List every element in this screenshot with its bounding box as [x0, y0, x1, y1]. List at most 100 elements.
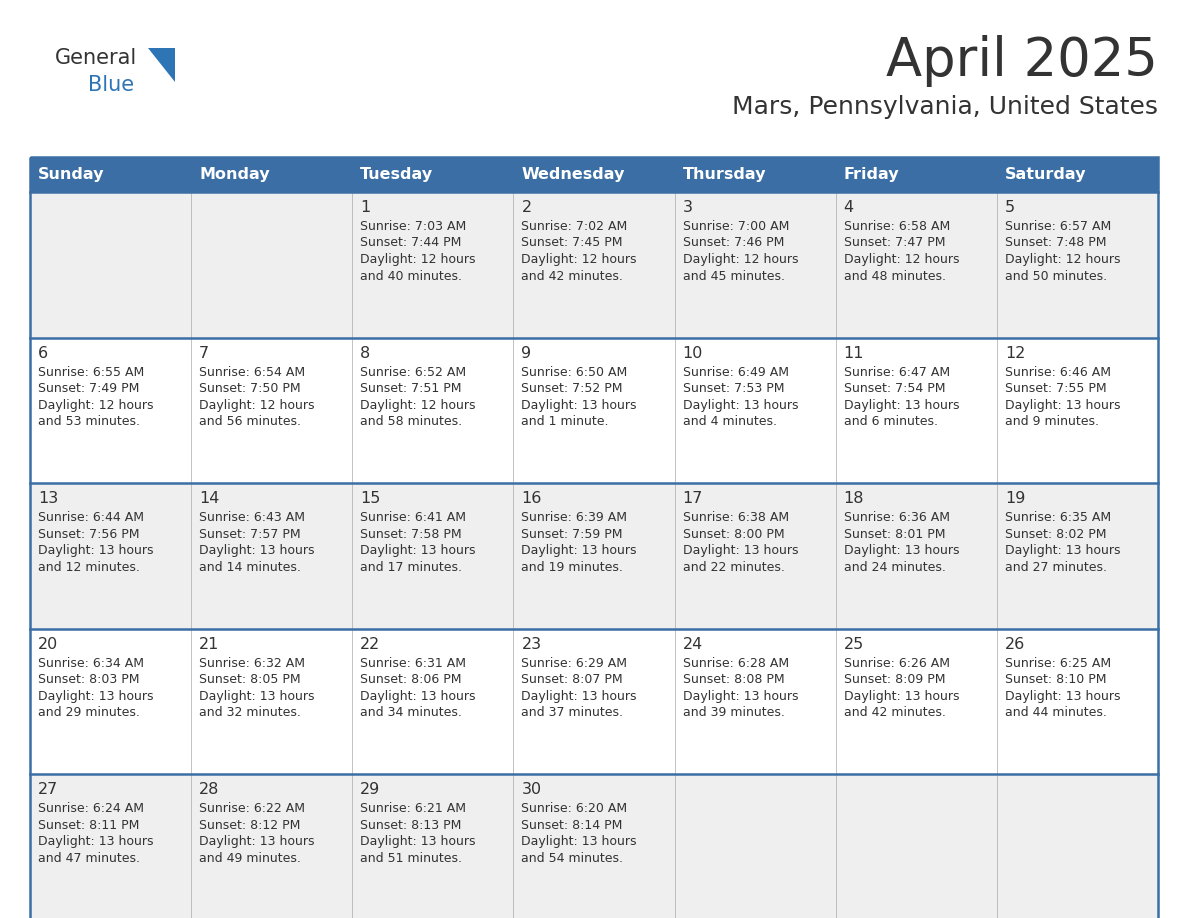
- Text: Daylight: 13 hours: Daylight: 13 hours: [360, 544, 475, 557]
- Text: Daylight: 13 hours: Daylight: 13 hours: [683, 689, 798, 703]
- Text: Daylight: 13 hours: Daylight: 13 hours: [522, 398, 637, 411]
- Text: Sunrise: 6:43 AM: Sunrise: 6:43 AM: [200, 511, 305, 524]
- Text: 3: 3: [683, 200, 693, 215]
- Text: Sunset: 8:12 PM: Sunset: 8:12 PM: [200, 819, 301, 832]
- Text: 24: 24: [683, 637, 703, 652]
- Text: Sunrise: 6:21 AM: Sunrise: 6:21 AM: [360, 802, 466, 815]
- Text: Daylight: 13 hours: Daylight: 13 hours: [1005, 544, 1120, 557]
- Text: Sunrise: 6:46 AM: Sunrise: 6:46 AM: [1005, 365, 1111, 378]
- Text: Sunset: 7:45 PM: Sunset: 7:45 PM: [522, 237, 623, 250]
- Text: 5: 5: [1005, 200, 1015, 215]
- Text: Daylight: 13 hours: Daylight: 13 hours: [843, 689, 959, 703]
- Text: 8: 8: [360, 345, 371, 361]
- Text: Sunset: 8:08 PM: Sunset: 8:08 PM: [683, 673, 784, 687]
- Text: and 12 minutes.: and 12 minutes.: [38, 561, 140, 574]
- Text: Sunrise: 7:03 AM: Sunrise: 7:03 AM: [360, 220, 467, 233]
- Text: 25: 25: [843, 637, 864, 652]
- Text: Sunrise: 6:25 AM: Sunrise: 6:25 AM: [1005, 656, 1111, 670]
- Bar: [30, 157, 1158, 192]
- Text: 4: 4: [843, 200, 854, 215]
- Text: and 48 minutes.: and 48 minutes.: [843, 270, 946, 283]
- Text: Daylight: 13 hours: Daylight: 13 hours: [200, 835, 315, 848]
- Text: and 39 minutes.: and 39 minutes.: [683, 706, 784, 720]
- Text: Daylight: 13 hours: Daylight: 13 hours: [522, 689, 637, 703]
- Text: Daylight: 13 hours: Daylight: 13 hours: [522, 835, 637, 848]
- Polygon shape: [148, 48, 175, 82]
- Text: Sunrise: 6:39 AM: Sunrise: 6:39 AM: [522, 511, 627, 524]
- Text: Sunset: 8:13 PM: Sunset: 8:13 PM: [360, 819, 462, 832]
- Text: and 49 minutes.: and 49 minutes.: [200, 852, 301, 865]
- Text: and 4 minutes.: and 4 minutes.: [683, 415, 777, 428]
- Text: and 19 minutes.: and 19 minutes.: [522, 561, 624, 574]
- Text: Wednesday: Wednesday: [522, 167, 625, 182]
- Text: Sunrise: 6:34 AM: Sunrise: 6:34 AM: [38, 656, 144, 670]
- Text: General: General: [55, 48, 138, 68]
- Text: Daylight: 12 hours: Daylight: 12 hours: [1005, 253, 1120, 266]
- Text: and 32 minutes.: and 32 minutes.: [200, 706, 301, 720]
- Text: 22: 22: [360, 637, 380, 652]
- Text: and 22 minutes.: and 22 minutes.: [683, 561, 784, 574]
- Text: Daylight: 13 hours: Daylight: 13 hours: [200, 544, 315, 557]
- Text: Daylight: 12 hours: Daylight: 12 hours: [200, 398, 315, 411]
- Text: Daylight: 12 hours: Daylight: 12 hours: [843, 253, 959, 266]
- Text: Sunrise: 6:52 AM: Sunrise: 6:52 AM: [360, 365, 467, 378]
- Text: Sunset: 8:10 PM: Sunset: 8:10 PM: [1005, 673, 1106, 687]
- Text: Sunrise: 6:29 AM: Sunrise: 6:29 AM: [522, 656, 627, 670]
- Text: 18: 18: [843, 491, 864, 506]
- Text: 11: 11: [843, 345, 864, 361]
- Bar: [30, 192, 1158, 338]
- Text: and 47 minutes.: and 47 minutes.: [38, 852, 140, 865]
- Text: Sunrise: 6:20 AM: Sunrise: 6:20 AM: [522, 802, 627, 815]
- Text: Daylight: 13 hours: Daylight: 13 hours: [38, 689, 153, 703]
- Text: 12: 12: [1005, 345, 1025, 361]
- Text: Sunset: 7:52 PM: Sunset: 7:52 PM: [522, 382, 623, 395]
- Text: Sunrise: 6:58 AM: Sunrise: 6:58 AM: [843, 220, 950, 233]
- Text: Daylight: 13 hours: Daylight: 13 hours: [843, 398, 959, 411]
- Text: and 34 minutes.: and 34 minutes.: [360, 706, 462, 720]
- Text: Sunset: 8:00 PM: Sunset: 8:00 PM: [683, 528, 784, 541]
- Text: and 27 minutes.: and 27 minutes.: [1005, 561, 1107, 574]
- Text: 28: 28: [200, 782, 220, 798]
- Text: and 1 minute.: and 1 minute.: [522, 415, 609, 428]
- Text: Daylight: 13 hours: Daylight: 13 hours: [843, 544, 959, 557]
- Text: Sunset: 8:09 PM: Sunset: 8:09 PM: [843, 673, 946, 687]
- Text: Sunrise: 6:28 AM: Sunrise: 6:28 AM: [683, 656, 789, 670]
- Text: Sunset: 8:14 PM: Sunset: 8:14 PM: [522, 819, 623, 832]
- Text: Daylight: 13 hours: Daylight: 13 hours: [360, 689, 475, 703]
- Text: Daylight: 13 hours: Daylight: 13 hours: [683, 398, 798, 411]
- Text: and 45 minutes.: and 45 minutes.: [683, 270, 784, 283]
- Text: Monday: Monday: [200, 167, 270, 182]
- Text: Friday: Friday: [843, 167, 899, 182]
- Text: Sunset: 7:58 PM: Sunset: 7:58 PM: [360, 528, 462, 541]
- Text: Daylight: 13 hours: Daylight: 13 hours: [38, 835, 153, 848]
- Text: Sunset: 7:59 PM: Sunset: 7:59 PM: [522, 528, 623, 541]
- Text: Sunrise: 6:50 AM: Sunrise: 6:50 AM: [522, 365, 627, 378]
- Text: Sunrise: 7:00 AM: Sunrise: 7:00 AM: [683, 220, 789, 233]
- Text: Sunrise: 6:44 AM: Sunrise: 6:44 AM: [38, 511, 144, 524]
- Text: 21: 21: [200, 637, 220, 652]
- Text: Sunrise: 6:22 AM: Sunrise: 6:22 AM: [200, 802, 305, 815]
- Text: April 2025: April 2025: [886, 35, 1158, 87]
- Text: Sunrise: 6:55 AM: Sunrise: 6:55 AM: [38, 365, 144, 378]
- Text: Sunrise: 6:35 AM: Sunrise: 6:35 AM: [1005, 511, 1111, 524]
- Text: 10: 10: [683, 345, 703, 361]
- Text: Sunrise: 6:54 AM: Sunrise: 6:54 AM: [200, 365, 305, 378]
- Text: and 42 minutes.: and 42 minutes.: [522, 270, 624, 283]
- Text: Sunrise: 6:26 AM: Sunrise: 6:26 AM: [843, 656, 949, 670]
- Text: and 50 minutes.: and 50 minutes.: [1005, 270, 1107, 283]
- Text: Mars, Pennsylvania, United States: Mars, Pennsylvania, United States: [732, 95, 1158, 119]
- Text: Daylight: 12 hours: Daylight: 12 hours: [360, 253, 475, 266]
- Text: Sunset: 7:57 PM: Sunset: 7:57 PM: [200, 528, 301, 541]
- Bar: [30, 338, 1158, 483]
- Text: Sunrise: 6:31 AM: Sunrise: 6:31 AM: [360, 656, 466, 670]
- Text: Sunrise: 6:36 AM: Sunrise: 6:36 AM: [843, 511, 949, 524]
- Text: and 58 minutes.: and 58 minutes.: [360, 415, 462, 428]
- Text: Sunset: 8:01 PM: Sunset: 8:01 PM: [843, 528, 946, 541]
- Text: 30: 30: [522, 782, 542, 798]
- Text: 15: 15: [360, 491, 380, 506]
- Text: 7: 7: [200, 345, 209, 361]
- Text: 27: 27: [38, 782, 58, 798]
- Text: Sunday: Sunday: [38, 167, 105, 182]
- Text: and 53 minutes.: and 53 minutes.: [38, 415, 140, 428]
- Text: Sunset: 7:51 PM: Sunset: 7:51 PM: [360, 382, 462, 395]
